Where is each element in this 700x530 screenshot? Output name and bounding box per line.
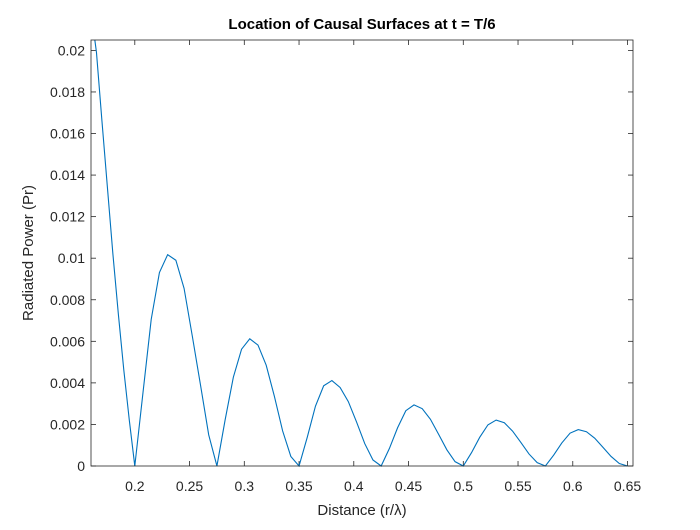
x-tick-label: 0.35 — [285, 478, 312, 494]
series-line — [94, 39, 628, 468]
plot-area — [91, 40, 633, 466]
x-tick-label: 0.3 — [235, 478, 255, 494]
chart-title: Location of Causal Surfaces at t = T/6 — [228, 16, 495, 33]
x-tick-label: 0.5 — [454, 478, 474, 494]
y-tick-label: 0.014 — [50, 167, 85, 183]
y-axis-label: Radiated Power (Pr) — [20, 185, 37, 321]
ticks-layer — [91, 40, 633, 467]
y-tick-label: 0.02 — [58, 42, 85, 58]
y-tick-label: 0.01 — [58, 250, 85, 266]
x-tick-labels: 0.2 0.25 0.3 0.35 0.4 0.45 0.5 0.55 0.6 0.65 — [125, 478, 641, 494]
x-axis-label: Distance (r/λ) — [317, 502, 406, 519]
y-tick-labels: 0 0.002 0.004 0.006 0.008 0.01 0.012 0.014 0.016… — [50, 42, 85, 474]
x-tick-label: 0.25 — [176, 478, 203, 494]
y-tick-label: 0.006 — [50, 333, 85, 349]
axes-box — [90, 39, 634, 467]
y-tick-label: 0.008 — [50, 292, 85, 308]
x-tick-label: 0.6 — [563, 478, 583, 494]
y-tick-label: 0.004 — [50, 375, 85, 391]
y-tick-label: 0.018 — [50, 84, 85, 100]
y-tick-label: 0.016 — [50, 126, 85, 142]
x-tick-label: 0.4 — [344, 478, 364, 494]
x-tick-label: 0.2 — [125, 478, 145, 494]
y-tick-label: 0.002 — [50, 416, 85, 432]
y-tick-label: 0.012 — [50, 209, 85, 225]
x-tick-label: 0.65 — [614, 478, 641, 494]
x-tick-label: 0.55 — [504, 478, 531, 494]
y-tick-label: 0 — [77, 458, 85, 474]
x-tick-label: 0.45 — [395, 478, 422, 494]
